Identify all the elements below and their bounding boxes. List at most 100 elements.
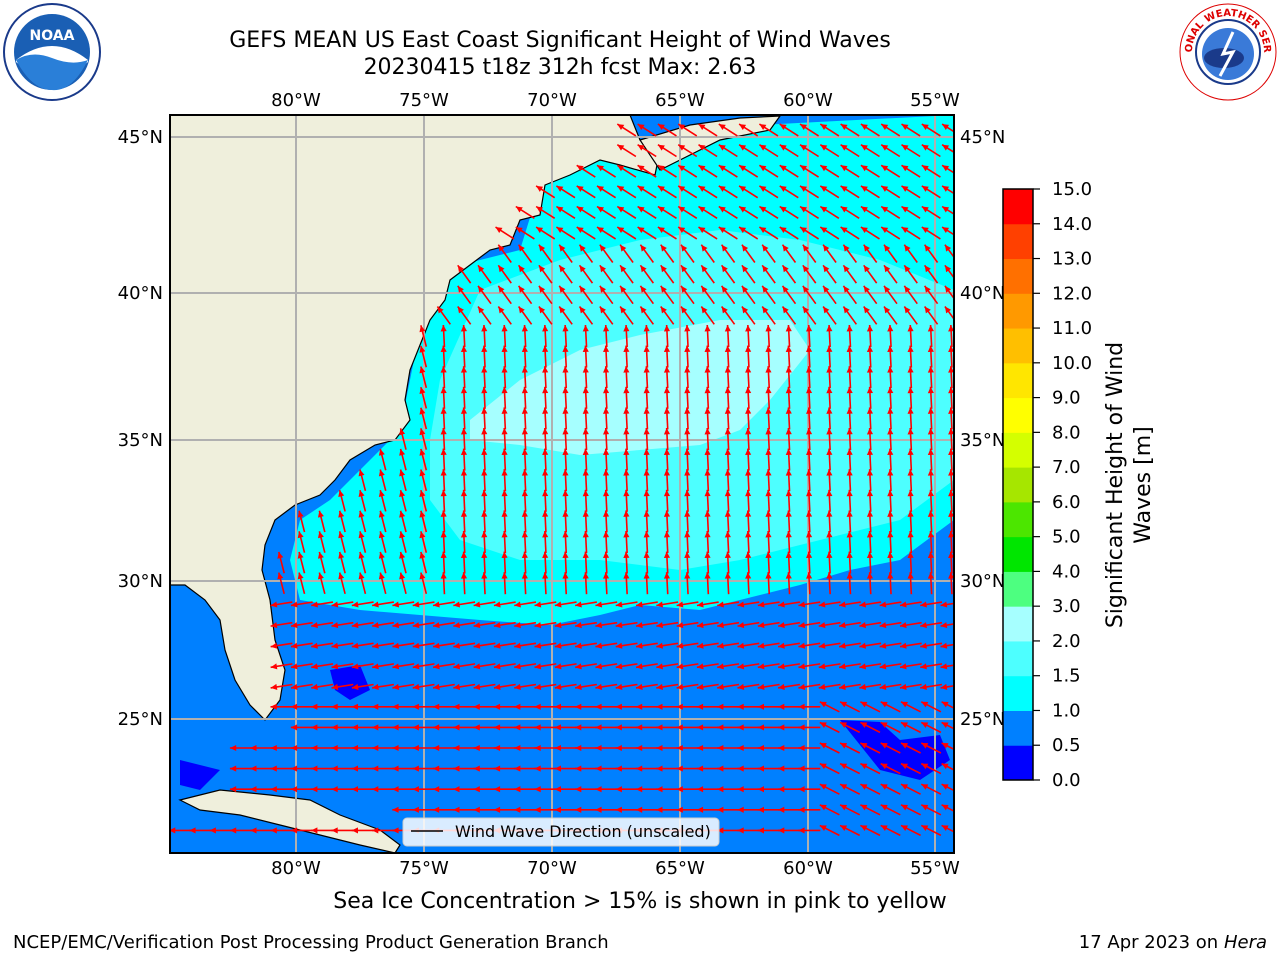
wave-direction-arrow xyxy=(900,742,921,754)
wave-direction-arrow xyxy=(757,703,780,710)
wave-direction-arrow xyxy=(351,765,374,772)
wave-direction-arrow xyxy=(575,683,597,690)
wave-direction-arrow xyxy=(799,226,820,240)
wave-direction-arrow xyxy=(542,366,549,389)
wave-direction-arrow xyxy=(704,489,711,512)
wave-direction-arrow xyxy=(798,642,821,649)
colorbar-segment xyxy=(1003,606,1033,642)
colorbar-tick-label: 0.0 xyxy=(1052,770,1081,791)
wave-direction-arrow xyxy=(521,530,528,554)
wave-direction-arrow xyxy=(378,510,387,533)
wave-direction-arrow xyxy=(412,744,435,752)
colorbar-tick-label: 0.5 xyxy=(1052,735,1081,756)
wave-direction-arrow xyxy=(846,324,853,348)
wave-direction-arrow xyxy=(779,123,799,137)
wave-direction-arrow xyxy=(785,510,792,533)
wave-direction-arrow xyxy=(419,572,428,595)
wave-direction-arrow xyxy=(879,642,902,649)
wave-direction-arrow xyxy=(883,306,898,325)
wave-direction-arrow xyxy=(453,683,476,690)
wave-direction-arrow xyxy=(596,205,617,219)
wave-direction-arrow xyxy=(514,642,537,649)
wave-direction-arrow xyxy=(331,703,354,710)
colorbar-title-line1: Significant Height of Wind xyxy=(1103,341,1128,629)
wave-direction-arrow xyxy=(554,744,577,752)
wave-direction-arrow xyxy=(887,345,894,368)
wave-direction-arrow xyxy=(899,683,922,690)
wave-direction-arrow xyxy=(460,551,468,574)
wave-direction-arrow xyxy=(866,345,874,368)
wave-direction-arrow xyxy=(473,663,496,670)
colorbar-segment xyxy=(1003,362,1033,399)
colorbar-title: Significant Height of Wind Waves [m] xyxy=(1102,342,1158,628)
wave-direction-arrow xyxy=(542,530,549,554)
wave-direction-arrow xyxy=(660,244,675,263)
wave-direction-arrow xyxy=(378,448,387,471)
wave-direction-arrow xyxy=(582,324,589,348)
wave-direction-arrow xyxy=(696,703,719,710)
wave-direction-arrow xyxy=(582,345,589,368)
wave-direction-arrow xyxy=(457,285,472,305)
wave-direction-arrow xyxy=(948,469,954,492)
wave-direction-arrow xyxy=(643,366,650,389)
wave-direction-arrow xyxy=(436,306,452,325)
wave-direction-arrow xyxy=(704,386,711,409)
wave-direction-arrow xyxy=(860,226,880,240)
wave-direction-arrow xyxy=(718,123,738,137)
wave-direction-arrow xyxy=(623,366,630,389)
wave-direction-arrow xyxy=(514,806,537,813)
wave-direction-arrow xyxy=(412,765,435,772)
wave-direction-arrow xyxy=(440,572,447,595)
wave-direction-arrow xyxy=(846,489,853,512)
wave-direction-arrow xyxy=(785,489,792,512)
wave-direction-arrow xyxy=(558,285,573,305)
wave-direction-arrow xyxy=(819,783,840,795)
wave-direction-arrow xyxy=(623,345,630,368)
wave-direction-arrow xyxy=(806,510,813,533)
wave-direction-arrow xyxy=(920,721,942,734)
wave-direction-arrow xyxy=(643,427,650,451)
wave-direction-arrow xyxy=(656,663,679,670)
wave-direction-arrow xyxy=(900,721,921,734)
wave-direction-arrow xyxy=(717,683,740,690)
wave-direction-arrow xyxy=(718,226,738,240)
wave-direction-arrow xyxy=(657,185,677,199)
wave-direction-arrow xyxy=(860,123,880,137)
wave-direction-arrow xyxy=(899,663,922,670)
wave-direction-arrow xyxy=(497,285,512,305)
wave-direction-arrow xyxy=(555,185,576,199)
colorbar-tick-label: 3.0 xyxy=(1052,596,1081,617)
wave-direction-arrow xyxy=(660,285,675,305)
wave-direction-arrow xyxy=(351,786,374,793)
wave-direction-arrow xyxy=(412,806,435,813)
wave-direction-arrow xyxy=(615,806,638,813)
wave-direction-arrow xyxy=(860,721,881,734)
wave-direction-arrow xyxy=(481,572,488,595)
wave-direction-arrow xyxy=(358,572,367,595)
wave-direction-arrow xyxy=(846,469,853,492)
wave-direction-arrow xyxy=(840,226,860,240)
wave-direction-arrow xyxy=(826,324,833,348)
wave-direction-arrow xyxy=(921,205,941,219)
wave-direction-arrow xyxy=(704,448,711,471)
wave-direction-arrow xyxy=(317,510,326,533)
wave-direction-arrow xyxy=(941,721,954,730)
wave-direction-arrow xyxy=(696,724,719,731)
wave-direction-arrow xyxy=(657,226,677,240)
wave-direction-arrow xyxy=(819,123,840,137)
wave-direction-arrow xyxy=(481,324,488,348)
wave-direction-arrow xyxy=(615,786,638,793)
wave-direction-arrow xyxy=(460,427,468,451)
wave-direction-arrow xyxy=(860,185,880,199)
wave-direction-arrow xyxy=(493,601,516,608)
wave-direction-arrow xyxy=(860,701,881,713)
wave-direction-arrow xyxy=(903,244,918,263)
wave-direction-arrow xyxy=(927,510,934,533)
wave-direction-arrow xyxy=(575,621,597,629)
wave-direction-arrow xyxy=(684,345,691,368)
wave-direction-arrow xyxy=(927,572,934,595)
wave-direction-arrow xyxy=(623,489,630,512)
wave-direction-arrow xyxy=(839,762,861,775)
wave-direction-arrow xyxy=(798,724,821,731)
wave-direction-arrow xyxy=(778,765,800,772)
